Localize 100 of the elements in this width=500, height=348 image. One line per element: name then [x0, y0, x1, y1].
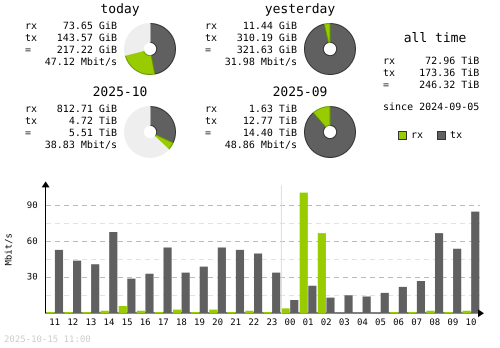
- bar: [145, 274, 154, 314]
- text: 143.57 GiB: [56, 33, 117, 45]
- bar: [290, 300, 298, 314]
- x-tick-label: 08: [429, 318, 440, 328]
- bar: [308, 286, 316, 314]
- text: 12.77 TiB: [242, 116, 297, 128]
- y-tick-label: 60: [26, 236, 38, 247]
- y-tick-label: 90: [26, 201, 38, 212]
- bar: [236, 250, 244, 314]
- bar: [453, 248, 462, 314]
- text: 1.63 TiB: [248, 104, 297, 116]
- chart-title: yesterday: [264, 2, 336, 17]
- y-tick-label: 30: [26, 272, 38, 283]
- bar: [272, 272, 280, 314]
- bar: [344, 295, 353, 314]
- bar: [209, 310, 218, 314]
- bar: [200, 266, 208, 314]
- bar: [300, 192, 308, 314]
- text: =: [25, 45, 32, 57]
- x-tick-label: 05: [375, 318, 386, 328]
- legend-label: rx: [410, 130, 424, 141]
- x-tick-label: 04: [356, 318, 368, 328]
- text: =: [205, 128, 212, 140]
- text: 72.96 TiB: [424, 56, 480, 68]
- bar: [172, 310, 182, 314]
- x-tick-label: 13: [85, 318, 96, 328]
- bar: [362, 296, 371, 314]
- text: 812.71 GiB: [56, 104, 117, 116]
- chart-title: 2025-09: [272, 85, 328, 100]
- text: rx: [205, 21, 218, 33]
- text: tx: [205, 116, 218, 128]
- text: tx: [25, 116, 38, 128]
- text: rx: [205, 104, 218, 116]
- bar: [471, 212, 480, 314]
- bar: [318, 233, 326, 314]
- text: 5.51 TiB: [68, 128, 117, 140]
- bar: [163, 248, 172, 314]
- bar: [91, 264, 100, 314]
- bar: [398, 286, 407, 314]
- text: 73.65 GiB: [62, 21, 117, 33]
- x-tick-label: 20: [212, 318, 223, 328]
- text: rx: [25, 21, 38, 33]
- bar: [54, 250, 64, 314]
- text: 11.44 GiB: [242, 21, 297, 33]
- x-tick-label: 23: [266, 318, 278, 328]
- text: 217.22 GiB: [56, 45, 117, 57]
- bar: [254, 253, 262, 314]
- x-tick-label: 01: [302, 318, 314, 328]
- x-tick-label: 15: [122, 318, 132, 328]
- bar: [282, 308, 290, 314]
- x-tick-label: 11: [49, 318, 60, 328]
- text: =: [205, 45, 212, 57]
- text: 47.12 Mbit/s: [44, 57, 117, 69]
- legend-label: tx: [449, 130, 462, 141]
- bar: [182, 272, 190, 314]
- chart-title: 2025-10: [92, 85, 148, 100]
- x-tick-label: 17: [158, 318, 169, 328]
- text: tx: [25, 33, 38, 45]
- bar: [73, 260, 82, 314]
- x-tick-label: 21: [230, 318, 242, 328]
- text: 246.32 TiB: [418, 80, 480, 92]
- text: 48.86 Mbit/s: [224, 140, 297, 152]
- bar: [218, 248, 226, 314]
- text: tx: [205, 33, 218, 45]
- text: 14.40 TiB: [242, 128, 297, 140]
- text: rx: [383, 56, 396, 68]
- x-tick-label: 00: [284, 318, 296, 328]
- x-tick-label: 03: [338, 318, 350, 328]
- x-tick-label: 16: [140, 318, 151, 328]
- bar: [109, 232, 118, 314]
- text: since 2024-09-05: [383, 102, 480, 114]
- x-tick-label: 06: [393, 318, 404, 328]
- bar: [127, 278, 136, 314]
- text: 38.83 Mbit/s: [44, 140, 117, 152]
- y-axis-title: Mbit/s: [4, 233, 15, 266]
- text: all time: [402, 31, 468, 46]
- x-tick-label: 10: [466, 318, 476, 328]
- bar: [416, 280, 426, 314]
- text: 31.98 Mbit/s: [224, 57, 297, 69]
- x-tick-label: 07: [411, 318, 422, 328]
- x-tick-label: 22: [248, 318, 260, 328]
- x-tick-label: 12: [67, 318, 78, 328]
- text: 321.63 GiB: [236, 45, 297, 57]
- x-tick-label: 18: [176, 318, 187, 328]
- text: 310.19 GiB: [236, 33, 297, 45]
- text: 4.72 TiB: [68, 116, 117, 128]
- text: =: [383, 80, 390, 92]
- bar: [326, 298, 335, 314]
- bar: [380, 292, 389, 314]
- text: tx: [383, 68, 396, 80]
- bar: [434, 233, 444, 314]
- text: 173.36 TiB: [418, 68, 480, 80]
- text: rx: [25, 104, 38, 116]
- chart-title: today: [99, 2, 141, 17]
- x-tick-label: 14: [104, 318, 114, 328]
- bar: [118, 306, 127, 314]
- x-tick-label: 19: [194, 318, 205, 328]
- x-tick-label: 09: [447, 318, 458, 328]
- text: =: [25, 128, 32, 140]
- x-tick-label: 02: [320, 318, 332, 328]
